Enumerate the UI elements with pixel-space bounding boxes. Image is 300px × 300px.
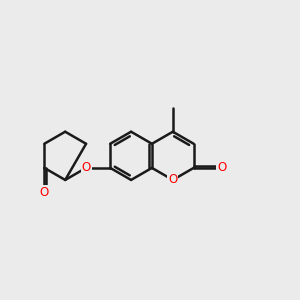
Text: O: O (81, 161, 91, 174)
Text: O: O (217, 161, 226, 174)
Text: O: O (40, 185, 49, 199)
Text: O: O (168, 173, 177, 186)
